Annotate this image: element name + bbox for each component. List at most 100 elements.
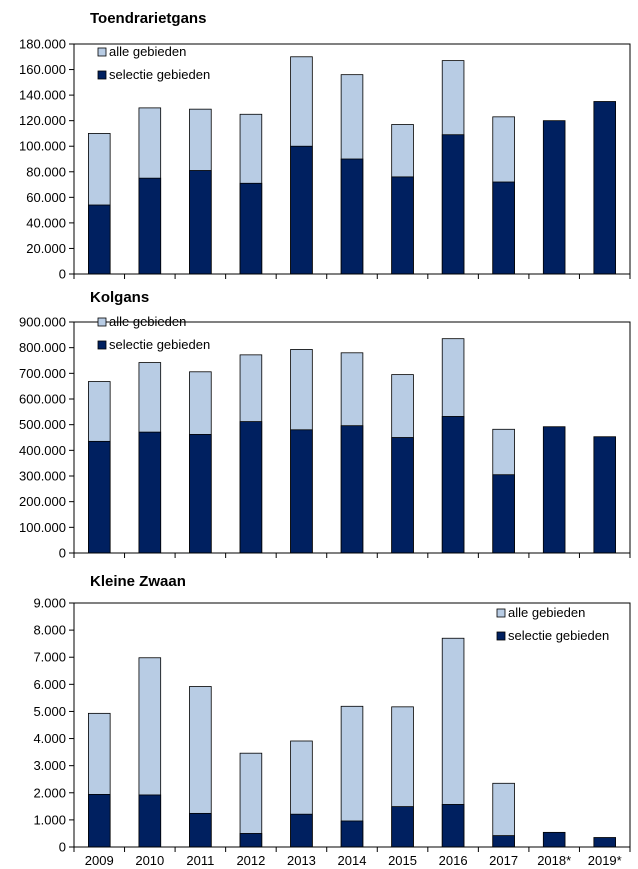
y-tick-label: 80.000 [26, 164, 66, 179]
bar-selectie-gebieden-2011 [189, 170, 212, 275]
y-tick-label: 800.000 [19, 340, 66, 355]
bar-selectie-gebieden-2012 [239, 421, 263, 554]
bar-selectie-gebieden-2012 [239, 182, 263, 275]
x-tick-label: 2016 [439, 853, 468, 868]
bar-selectie-gebieden-2019* [593, 837, 616, 848]
bar-selectie-gebieden-2017 [492, 181, 515, 275]
bar-selectie-gebieden-2009 [88, 204, 111, 275]
y-tick-label: 140.000 [19, 88, 66, 103]
bar-selectie-gebieden-2014 [340, 820, 364, 848]
y-tick-label: 0 [59, 267, 66, 282]
y-tick-label: 0 [59, 840, 66, 855]
y-tick-label: 5.000 [33, 704, 66, 719]
bar-selectie-gebieden-2014 [340, 158, 364, 275]
bar-selectie-gebieden-2018* [542, 426, 566, 554]
bar-selectie-gebieden-2015 [391, 437, 414, 554]
bar-selectie-gebieden-2010 [138, 177, 162, 275]
x-tick-label: 2010 [135, 853, 164, 868]
chart-panel-0: Toendrarietgans 0 20.000 40.000 60.000 80.000… [19, 10, 631, 282]
bar-selectie-gebieden-2015 [391, 806, 414, 848]
bar-selectie-gebieden-2018* [542, 120, 566, 275]
bar-selectie-gebieden-2013 [290, 813, 313, 848]
y-tick-label: 300.000 [19, 469, 66, 484]
bar-selectie-gebieden-2019* [593, 101, 616, 275]
bar-selectie-gebieden-2017 [492, 835, 515, 848]
legend-label: selectie gebieden [109, 67, 210, 82]
bar-selectie-gebieden-2014 [340, 425, 364, 554]
y-tick-label: 9.000 [33, 596, 66, 611]
bar-selectie-gebieden-2019* [593, 436, 616, 554]
y-tick-label: 7.000 [33, 650, 66, 665]
y-tick-label: 8.000 [33, 623, 66, 638]
y-tick-label: 6.000 [33, 677, 66, 692]
bar-selectie-gebieden-2010 [138, 794, 162, 848]
plot-frame [73, 602, 631, 848]
bar-selectie-gebieden-2010 [138, 431, 162, 554]
y-tick-label: 180.000 [19, 37, 66, 52]
y-tick-label: 700.000 [19, 366, 66, 381]
y-tick-label: 160.000 [19, 62, 66, 77]
bar-selectie-gebieden-2015 [391, 176, 414, 275]
plot-frame [73, 43, 631, 275]
legend: alle gebieden selectie gebieden [97, 44, 210, 82]
chart-title: Toendrarietgans [90, 10, 206, 27]
bar-selectie-gebieden-2012 [239, 833, 263, 848]
bar-selectie-gebieden-2016 [441, 416, 465, 554]
y-tick-label: 3.000 [33, 758, 66, 773]
bar-alle-gebieden-2012 [239, 752, 263, 848]
bar-selectie-gebieden-2009 [88, 794, 111, 848]
bar-selectie-gebieden-2018* [542, 831, 566, 848]
legend-label: selectie gebieden [109, 337, 210, 352]
y-tick-label: 60.000 [26, 190, 66, 205]
bar-selectie-gebieden-2017 [492, 474, 515, 554]
chart-panel-1: Kolgans 0 100.000 200.000 300.000 400.000 500.… [19, 289, 631, 561]
bar-selectie-gebieden-2011 [189, 812, 212, 848]
bar-selectie-gebieden-2016 [441, 134, 465, 275]
legend-label: alle gebieden [109, 44, 186, 59]
x-tick-label: 2014 [338, 853, 367, 868]
y-tick-label: 40.000 [26, 215, 66, 230]
x-tick-label: 2013 [287, 853, 316, 868]
bar-selectie-gebieden-2013 [290, 145, 313, 275]
bar-selectie-gebieden-2016 [441, 804, 465, 848]
y-tick-label: 400.000 [19, 443, 66, 458]
legend-label: alle gebieden [109, 314, 186, 329]
y-tick-label: 600.000 [19, 392, 66, 407]
chart-title: Kolgans [90, 289, 149, 306]
y-tick-label: 100.000 [19, 520, 66, 535]
legend-swatch [97, 340, 107, 350]
y-tick-label: 900.000 [19, 315, 66, 330]
y-tick-label: 100.000 [19, 139, 66, 154]
bar-selectie-gebieden-2011 [189, 434, 212, 554]
y-tick-label: 4.000 [33, 731, 66, 746]
x-tick-label: 2019* [588, 853, 622, 868]
y-tick-label: 1.000 [33, 812, 66, 827]
y-tick-label: 0 [59, 546, 66, 561]
x-tick-label: 2017 [489, 853, 518, 868]
legend-label: selectie gebieden [508, 628, 609, 643]
x-tick-label: 2015 [388, 853, 417, 868]
x-tick-label: 2009 [85, 853, 114, 868]
plot-frame [73, 321, 631, 554]
legend-swatch [97, 70, 107, 80]
x-tick-label: 2018* [537, 853, 571, 868]
legend-label: alle gebieden [508, 605, 585, 620]
legend-swatch [97, 317, 107, 327]
legend-swatch [97, 47, 107, 57]
legend-swatch [496, 631, 506, 641]
legend: alle gebieden selectie gebieden [496, 605, 609, 643]
bar-selectie-gebieden-2009 [88, 440, 111, 554]
y-tick-label: 120.000 [19, 113, 66, 128]
y-tick-label: 200.000 [19, 494, 66, 509]
chart-title: Kleine Zwaan [90, 573, 186, 590]
legend: alle gebieden selectie gebieden [97, 314, 210, 352]
y-tick-label: 2.000 [33, 785, 66, 800]
x-tick-label: 2012 [236, 853, 265, 868]
legend-swatch [496, 608, 506, 618]
chart-panel-2: Kleine Zwaan 0 1.000 2.000 3.000 4.000 5.000 6.… [33, 573, 631, 868]
x-tick-label: 2011 [186, 853, 214, 868]
bar-selectie-gebieden-2013 [290, 429, 313, 554]
y-tick-label: 20.000 [26, 241, 66, 256]
y-tick-label: 500.000 [19, 417, 66, 432]
